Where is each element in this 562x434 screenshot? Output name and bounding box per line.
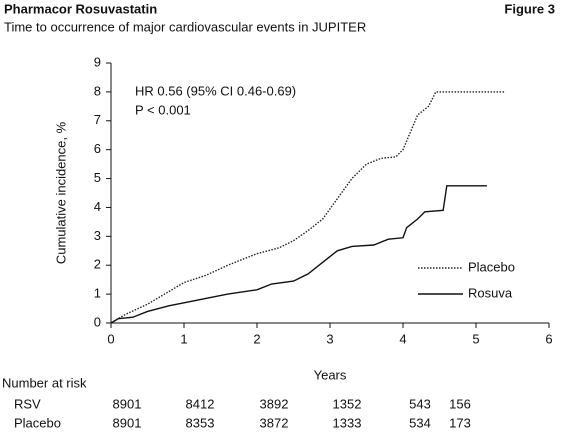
x-tick-label: 1 (180, 331, 187, 346)
risk-value: 156 (449, 396, 471, 411)
risk-value: 3872 (260, 415, 289, 430)
x-axis-label: Years (314, 367, 347, 382)
x-tick-label: 4 (399, 331, 406, 346)
y-tick-label: 9 (94, 54, 101, 69)
annotation: P < 0.001 (135, 102, 191, 117)
y-tick-label: 2 (94, 257, 101, 272)
x-tick-label: 0 (107, 331, 114, 346)
y-tick-label: 3 (94, 228, 101, 243)
annotation: HR 0.56 (95% CI 0.46-0.69) (135, 83, 296, 98)
risk-value: 3892 (260, 396, 289, 411)
risk-row-label: RSV (14, 396, 41, 411)
risk-value: 1352 (333, 396, 362, 411)
y-tick-label: 6 (94, 141, 101, 156)
risk-value: 534 (409, 415, 431, 430)
x-tick-label: 2 (253, 331, 260, 346)
chart-title: Time to occurrence of major cardiovascul… (4, 19, 366, 34)
x-tick-label: 6 (545, 331, 552, 346)
y-axis-label: Cumulative incidence, % (53, 121, 68, 264)
risk-value: 173 (449, 415, 471, 430)
risk-value: 543 (409, 396, 431, 411)
y-tick-label: 4 (94, 199, 101, 214)
risk-value: 1333 (333, 415, 362, 430)
figure-label: Figure 3 (504, 1, 555, 16)
risk-row-label: Placebo (14, 415, 61, 430)
y-tick-label: 5 (94, 170, 101, 185)
series-line (110, 185, 487, 324)
header: Pharmacor Rosuvastatin (4, 1, 157, 16)
legend-label: Rosuva (468, 285, 513, 300)
y-tick-label: 0 (94, 314, 101, 329)
x-tick-label: 5 (472, 331, 479, 346)
risk-value: 8353 (186, 415, 215, 430)
y-tick-label: 1 (94, 286, 101, 301)
risk-value: 8901 (113, 415, 142, 430)
series-line (110, 91, 506, 324)
risk-value: 8901 (113, 396, 142, 411)
y-tick-label: 7 (94, 112, 101, 127)
legend-label: Placebo (468, 259, 515, 274)
risk-value: 8412 (186, 396, 215, 411)
x-tick-label: 3 (326, 331, 333, 346)
risk-table-title: Number at risk (2, 375, 87, 390)
y-tick-label: 8 (94, 83, 101, 98)
